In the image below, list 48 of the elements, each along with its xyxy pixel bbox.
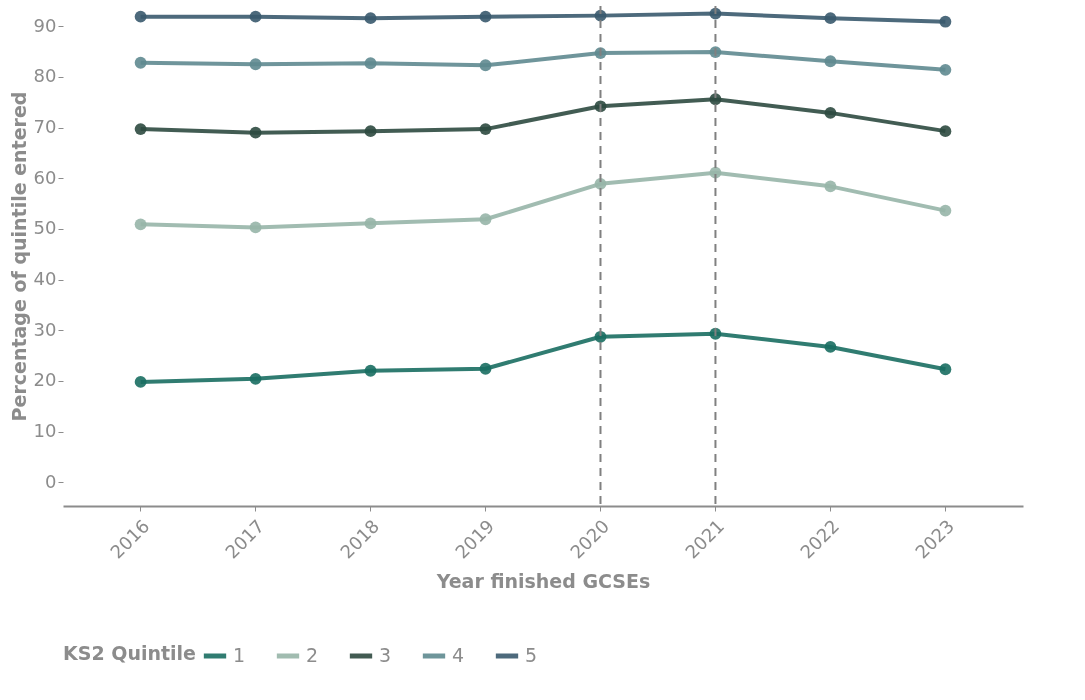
y-tick-label: 20	[33, 369, 57, 391]
y-tick-label: 80	[33, 65, 57, 87]
point	[939, 125, 952, 138]
point	[134, 123, 147, 135]
point	[364, 125, 377, 138]
y-tick-label: 70	[33, 116, 57, 138]
y-tick-label: 40	[33, 268, 57, 290]
y-tick-label: 90	[33, 14, 57, 36]
y-tick-label: 10	[33, 420, 57, 442]
point	[939, 15, 952, 28]
y-tick-label: 30	[33, 318, 57, 340]
y-tick-label: 50	[33, 217, 57, 239]
legend-title: KS2 Quintile	[63, 642, 196, 664]
x-axis-title: Year finished GCSEs	[435, 569, 651, 592]
point	[134, 10, 147, 23]
point	[939, 204, 952, 217]
point	[824, 55, 837, 68]
legend-label: 3	[379, 644, 392, 666]
point	[824, 106, 837, 119]
point	[479, 10, 492, 23]
point	[479, 213, 492, 226]
y-axis-title: Percentage of quintile entered	[7, 91, 30, 422]
point	[939, 63, 952, 76]
point	[364, 12, 377, 25]
legend-label: 5	[525, 644, 538, 666]
legend-label: 2	[306, 644, 319, 666]
point	[249, 10, 262, 23]
y-tick-label: 60	[33, 166, 57, 188]
point	[249, 58, 262, 71]
point	[249, 221, 262, 234]
point	[824, 341, 837, 353]
y-tick-label: 0	[45, 470, 57, 492]
legend-label: 4	[452, 644, 465, 666]
legend-label: 1	[233, 644, 246, 666]
point	[939, 363, 952, 376]
point	[479, 123, 492, 135]
point	[134, 218, 147, 231]
point	[249, 126, 262, 139]
point	[824, 12, 837, 25]
point	[479, 362, 492, 375]
point	[134, 375, 147, 388]
point	[134, 56, 147, 69]
point	[364, 57, 377, 70]
point	[824, 180, 837, 193]
point	[479, 59, 492, 72]
point	[249, 372, 262, 385]
point	[364, 364, 377, 377]
point	[364, 217, 377, 230]
